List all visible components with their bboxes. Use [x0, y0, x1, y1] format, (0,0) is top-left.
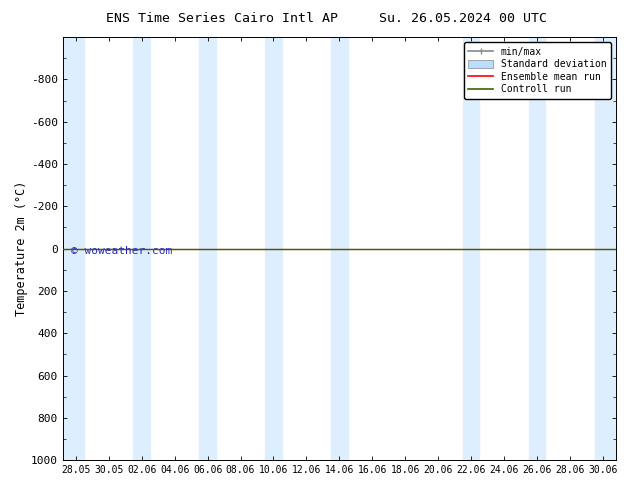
Bar — [463, 37, 479, 460]
Legend: min/max, Standard deviation, Ensemble mean run, Controll run: min/max, Standard deviation, Ensemble me… — [463, 42, 611, 99]
Text: Su. 26.05.2024 00 UTC: Su. 26.05.2024 00 UTC — [379, 12, 547, 25]
Bar — [331, 37, 347, 460]
Bar — [199, 37, 216, 460]
Y-axis label: Temperature 2m (°C): Temperature 2m (°C) — [15, 181, 28, 316]
Text: ENS Time Series Cairo Intl AP: ENS Time Series Cairo Intl AP — [106, 12, 338, 25]
Bar — [134, 37, 150, 460]
Bar — [63, 37, 84, 460]
Bar — [529, 37, 545, 460]
Bar — [265, 37, 281, 460]
Bar — [595, 37, 616, 460]
Text: © woweather.com: © woweather.com — [71, 246, 172, 256]
